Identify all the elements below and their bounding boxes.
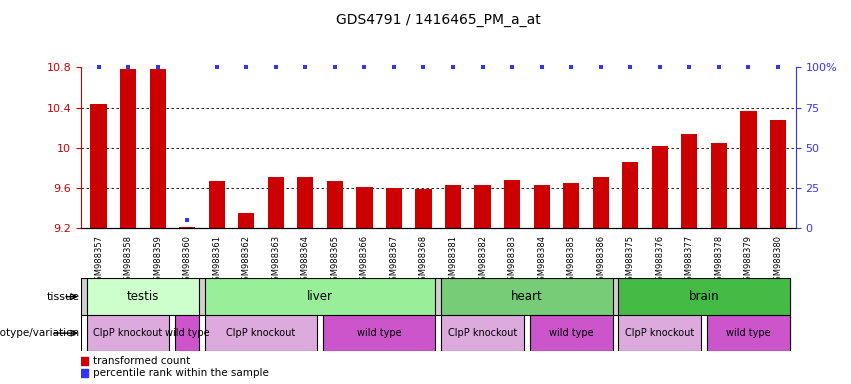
Bar (530, 315, 613, 351)
Bar (504, 180, 520, 228)
Bar (652, 146, 668, 228)
Bar (175, 315, 199, 351)
Text: genotype/variation: genotype/variation (0, 328, 79, 338)
Bar (87, 315, 169, 351)
Bar (711, 143, 727, 228)
Bar (441, 278, 613, 315)
Bar (619, 315, 701, 351)
Bar (87, 278, 199, 315)
Bar (205, 315, 317, 351)
Text: ClpP knockout: ClpP knockout (226, 328, 295, 338)
Bar (297, 177, 313, 228)
Text: GDS4791 / 1416465_PM_a_at: GDS4791 / 1416465_PM_a_at (336, 13, 540, 27)
Text: ClpP knockout: ClpP knockout (94, 328, 163, 338)
Text: testis: testis (127, 290, 159, 303)
Bar (357, 187, 373, 228)
Bar (179, 227, 196, 228)
Bar (386, 188, 402, 228)
Bar (90, 104, 106, 228)
Bar (770, 120, 786, 228)
Bar (327, 181, 343, 228)
Text: liver: liver (307, 290, 333, 303)
Bar (238, 214, 254, 228)
Text: heart: heart (511, 290, 543, 303)
Bar (323, 315, 436, 351)
Bar (441, 315, 524, 351)
Bar (150, 69, 166, 228)
Text: ClpP knockout: ClpP knockout (625, 328, 694, 338)
Text: tissue: tissue (46, 291, 79, 302)
Text: wild type: wild type (357, 328, 402, 338)
Text: wild type: wild type (165, 328, 209, 338)
Bar (681, 134, 698, 228)
Bar (740, 111, 757, 228)
Bar (619, 278, 790, 315)
Bar (205, 278, 436, 315)
Bar (534, 185, 550, 228)
Text: wild type: wild type (549, 328, 593, 338)
Bar (563, 183, 580, 228)
Bar (622, 162, 638, 228)
Bar (268, 177, 284, 228)
Text: percentile rank within the sample: percentile rank within the sample (93, 367, 269, 377)
Bar (208, 181, 225, 228)
Text: ClpP knockout: ClpP knockout (448, 328, 517, 338)
Bar (120, 69, 136, 228)
Bar (415, 189, 431, 228)
Text: brain: brain (688, 290, 719, 303)
Bar (445, 185, 461, 228)
Bar (475, 185, 491, 228)
Bar (707, 315, 790, 351)
Bar (592, 177, 608, 228)
Text: wild type: wild type (726, 328, 771, 338)
Text: transformed count: transformed count (93, 356, 190, 366)
